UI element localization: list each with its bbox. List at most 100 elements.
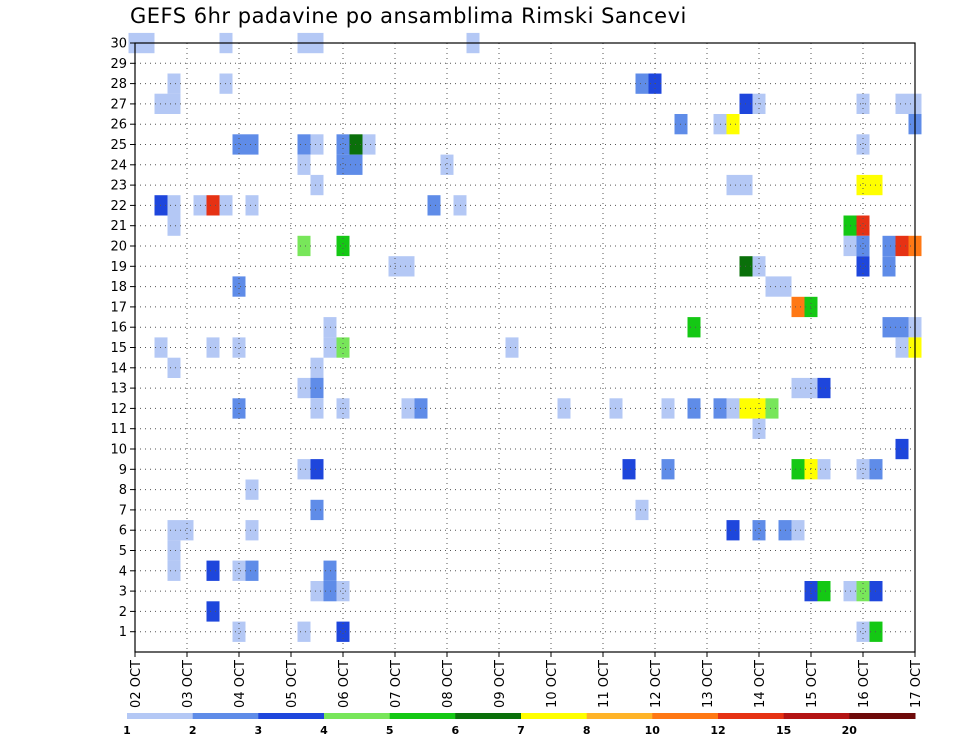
x-tick-label: 08 OCT [441, 660, 456, 708]
colorbar-swatch [849, 713, 916, 719]
heat-cell [882, 235, 896, 257]
x-axis: 02 OCT 03 OCT 04 OCT 05 OCT 06 OCT 07 OCT 08 O… [129, 652, 924, 708]
y-tick-label: 15 [110, 341, 127, 356]
y-tick-label: 23 [110, 179, 127, 194]
heat-cell [726, 174, 740, 196]
heat-cell [752, 256, 766, 277]
y-tick-label: 26 [110, 118, 127, 133]
x-tick-label: 05 OCT [285, 660, 300, 708]
heat-cell [167, 195, 181, 216]
heat-cell [297, 154, 311, 175]
heat-cell [310, 377, 324, 399]
y-tick-label: 2 [119, 605, 127, 620]
y-tick-label: 8 [119, 483, 127, 498]
heat-cell [167, 520, 181, 541]
heat-cell [310, 134, 324, 155]
colorbar-label: 20 [842, 724, 858, 737]
heat-cell [726, 398, 740, 419]
colorbar-swatch [192, 713, 259, 719]
colorbar-label: 12 [710, 724, 725, 737]
y-tick-label: 9 [119, 463, 127, 478]
heat-cell [245, 479, 259, 500]
y-tick-label: 16 [110, 321, 127, 336]
heat-cell [167, 215, 181, 236]
heat-cell [167, 93, 181, 114]
heat-cell [635, 499, 649, 521]
heat-cell [817, 581, 831, 602]
y-tick-label: 30 [110, 37, 127, 52]
x-tick-label: 06 OCT [337, 660, 352, 708]
colorbar-swatch [455, 713, 522, 719]
heat-cell [310, 459, 324, 480]
y-tick-label: 10 [110, 443, 127, 458]
colorbar-label: 5 [386, 724, 394, 737]
heat-cell [206, 195, 220, 216]
heat-cell [297, 134, 311, 155]
y-tick-label: 11 [110, 422, 127, 437]
heat-cell [310, 398, 324, 419]
colorbar-swatch [783, 713, 850, 719]
heat-cell [791, 520, 805, 541]
heat-cell [752, 520, 766, 541]
heat-cell [310, 499, 324, 521]
y-tick-label: 18 [110, 280, 127, 295]
heat-cell [882, 256, 896, 277]
heat-cell [245, 520, 259, 541]
heat-cell [895, 337, 909, 358]
heat-cell [791, 377, 805, 399]
heat-cell [245, 134, 259, 155]
heat-cell [297, 235, 311, 257]
heat-cell [232, 337, 246, 358]
colorbar-swatch [127, 713, 194, 719]
x-tick-label: 11 OCT [597, 660, 612, 708]
heat-cell [856, 621, 870, 642]
y-tick-label: 21 [110, 219, 127, 234]
heat-cell [167, 560, 181, 581]
heat-cell [635, 73, 649, 94]
y-tick-label: 28 [110, 77, 127, 92]
y-tick-label: 19 [110, 260, 127, 275]
x-tick-label: 10 OCT [545, 660, 560, 708]
heat-cell [206, 337, 220, 358]
heat-cell [167, 73, 181, 94]
colorbar-label: 1 [123, 724, 131, 737]
heat-cell [726, 520, 740, 541]
heat-cell [895, 317, 909, 338]
heat-cell [765, 276, 779, 297]
heat-cell [440, 154, 454, 175]
y-tick-label: 7 [119, 503, 127, 518]
y-tick-label: 6 [119, 524, 127, 539]
y-tick-label: 22 [110, 199, 127, 214]
colorbar-swatch [586, 713, 653, 719]
heat-cell [895, 235, 909, 257]
heat-cell [310, 581, 324, 602]
heat-cell [310, 357, 324, 378]
heat-cell [232, 560, 246, 581]
x-tick-label: 14 OCT [753, 660, 768, 708]
heat-cell [401, 256, 415, 277]
heat-cell [661, 459, 675, 480]
heat-cell [362, 134, 376, 155]
y-tick-label: 25 [110, 138, 127, 153]
heat-cell [856, 215, 870, 236]
x-tick-label: 02 OCT [129, 660, 144, 708]
colorbar-swatch [389, 713, 456, 719]
heat-cell [856, 459, 870, 480]
heat-cell [336, 581, 350, 602]
colorbar: 1 2 3 4 5 6 7 8 10 12 15 20 [123, 713, 916, 737]
colorbar-label: 4 [320, 724, 328, 737]
heat-cell [817, 459, 831, 480]
y-tick-label: 5 [119, 544, 127, 559]
y-tick-label: 20 [110, 240, 127, 255]
heat-cell [232, 134, 246, 155]
heat-cell [687, 317, 701, 338]
x-tick-label: 15 OCT [805, 660, 820, 708]
heat-cell [336, 134, 350, 155]
y-tick-label: 27 [110, 97, 127, 112]
heat-cell [622, 459, 636, 480]
y-tick-label: 4 [119, 564, 127, 579]
heat-cell [856, 581, 870, 602]
x-tick-label: 04 OCT [233, 660, 248, 708]
colorbar-label: 15 [776, 724, 791, 737]
